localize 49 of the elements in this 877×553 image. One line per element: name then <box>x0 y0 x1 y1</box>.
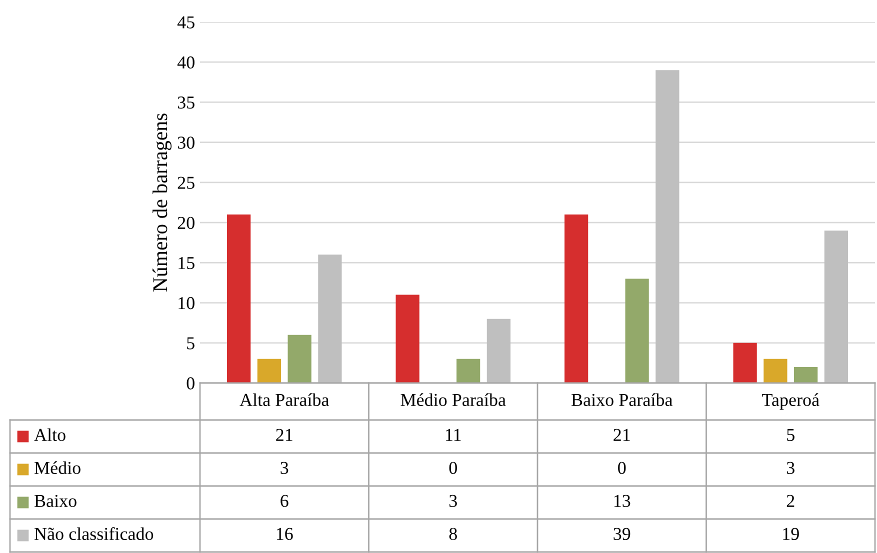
data-label: 8 <box>449 528 457 540</box>
x-tick-label: Taperoá <box>762 393 820 410</box>
y-tick-label: 40 <box>177 56 194 69</box>
bar <box>656 70 680 383</box>
data-label: 21 <box>276 428 292 441</box>
bar <box>794 366 818 383</box>
y-tick-label: 15 <box>178 257 194 270</box>
bar <box>456 358 480 383</box>
y-tick-label: 45 <box>177 16 194 28</box>
y-tick-label: 5 <box>187 337 194 350</box>
bar <box>257 358 281 383</box>
data-label: 39 <box>614 528 630 540</box>
bar <box>486 318 510 383</box>
data-label: 0 <box>449 462 457 474</box>
y-axis-title: Número de barragens <box>152 114 172 292</box>
bar <box>227 214 251 383</box>
data-label: 0 <box>618 462 626 474</box>
data-label: 6 <box>280 494 288 508</box>
bar <box>318 254 342 383</box>
x-tick-label: Médio Paraíba <box>400 393 506 406</box>
legend-label: Alto <box>34 428 66 442</box>
data-label: 13 <box>614 494 630 508</box>
y-tick-label: 10 <box>178 297 194 310</box>
x-tick-label: Baixo Paraíba <box>572 393 673 406</box>
bar <box>564 214 588 383</box>
data-label: 3 <box>786 462 794 474</box>
y-tick-label: 0 <box>186 377 194 390</box>
bar <box>733 342 757 383</box>
legend-label: Baixo <box>34 494 76 508</box>
data-label: 5 <box>787 429 794 442</box>
bar <box>625 278 649 383</box>
data-label: 11 <box>446 428 461 441</box>
y-tick-label: 30 <box>178 136 194 149</box>
y-tick-label: 20 <box>178 216 194 229</box>
data-label: 3 <box>280 462 288 474</box>
bar <box>824 230 848 383</box>
x-tick-label: Alta Paraíba <box>240 393 329 406</box>
bar <box>396 294 420 383</box>
legend-label: Médio <box>34 461 80 474</box>
bar <box>764 358 788 383</box>
legend-label: Não classificado <box>34 527 154 540</box>
data-label: 2 <box>786 494 794 507</box>
data-label: 19 <box>783 528 799 540</box>
data-label: 16 <box>276 528 293 540</box>
data-label: 3 <box>449 494 457 508</box>
data-label: 21 <box>614 428 630 441</box>
y-tick-label: 35 <box>178 96 194 109</box>
y-tick-label: 25 <box>178 176 194 189</box>
bar <box>288 334 312 383</box>
